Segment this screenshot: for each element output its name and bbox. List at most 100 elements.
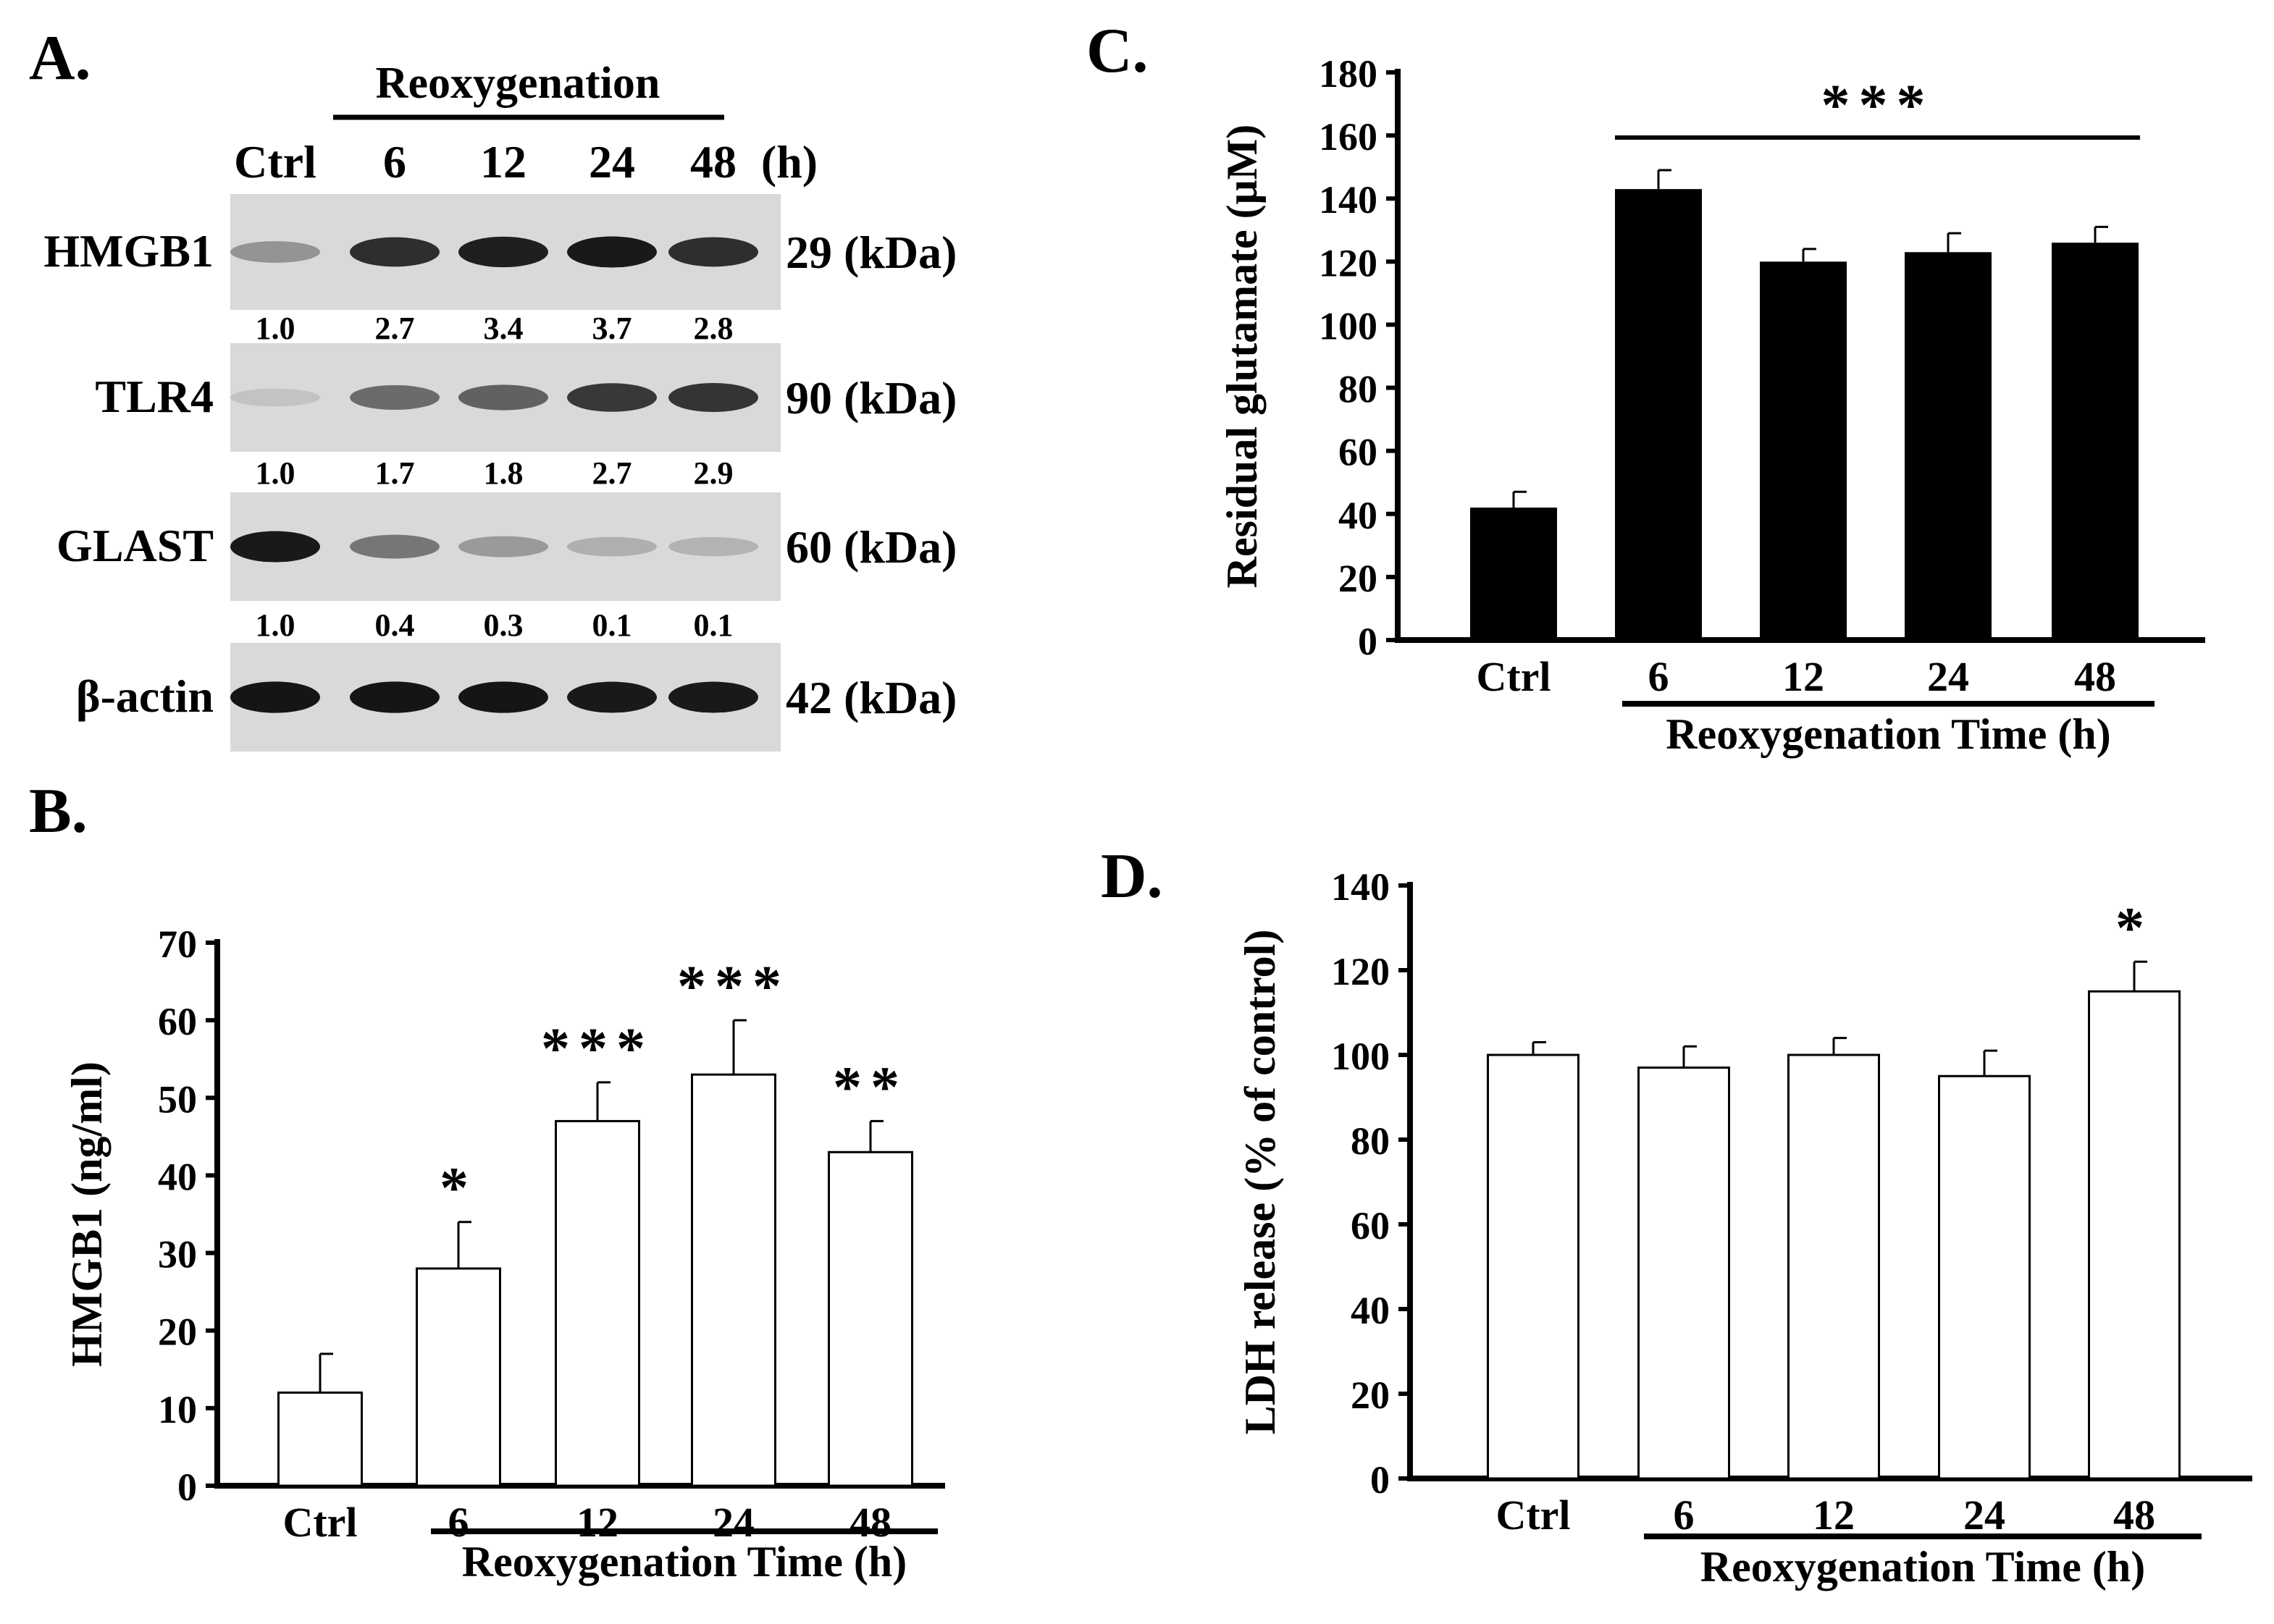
significance-marker: * bbox=[2115, 896, 2153, 960]
y-tick-label: 80 bbox=[1351, 1119, 1390, 1163]
bar bbox=[2088, 990, 2181, 1480]
y-tick-label: 120 bbox=[1331, 950, 1390, 993]
y-tick-label: 180 bbox=[1319, 52, 1377, 96]
blot-protein-label: HMGB1 bbox=[43, 225, 214, 277]
x-tick-label: Ctrl bbox=[282, 1499, 357, 1546]
blot-band bbox=[350, 237, 440, 267]
significance-marker: * bbox=[440, 1157, 477, 1221]
blot-quant-value: 0.1 bbox=[592, 607, 632, 643]
blot-quant-value: 1.7 bbox=[375, 455, 415, 491]
blot-quant-value: 1.0 bbox=[256, 607, 295, 643]
bar bbox=[2052, 243, 2139, 640]
y-tick-label: 30 bbox=[158, 1233, 197, 1276]
y-tick-label: 100 bbox=[1331, 1035, 1390, 1078]
x-axis-title: Reoxygenation Time (h) bbox=[1700, 1543, 2145, 1591]
blot-quant-value: 1.8 bbox=[484, 455, 524, 491]
blot-quant-value: 2.9 bbox=[694, 455, 734, 491]
x-tick-label: 24 bbox=[713, 1499, 755, 1546]
blot-band bbox=[230, 681, 320, 713]
y-axis-title: Residual glutamate (μM) bbox=[1218, 125, 1266, 589]
y-tick-label: 120 bbox=[1319, 241, 1377, 285]
blot-kda-label: 60 (kDa) bbox=[786, 521, 957, 573]
blot-band bbox=[350, 681, 440, 713]
blot-quant-value: 0.4 bbox=[375, 607, 415, 643]
y-tick-label: 40 bbox=[1338, 494, 1377, 537]
y-tick-label: 80 bbox=[1338, 368, 1377, 411]
y-tick-label: 50 bbox=[158, 1077, 197, 1121]
panel-d-label: D. bbox=[1101, 841, 1163, 912]
y-tick-label: 10 bbox=[158, 1388, 197, 1431]
blot-band bbox=[668, 681, 758, 713]
bar bbox=[555, 1119, 640, 1487]
x-tick-label: Ctrl bbox=[1476, 653, 1551, 700]
blot-lane-label: Ctrl bbox=[234, 136, 316, 188]
blot-band bbox=[230, 531, 320, 563]
y-tick-label: 20 bbox=[158, 1310, 197, 1354]
blot-band bbox=[458, 384, 548, 411]
blot-band bbox=[458, 536, 548, 558]
blot-band bbox=[230, 241, 320, 263]
bar bbox=[1615, 189, 1702, 641]
y-tick-label: 140 bbox=[1331, 865, 1390, 909]
bar bbox=[691, 1073, 776, 1487]
blot-header: Reoxygenation bbox=[376, 59, 660, 108]
blot-band bbox=[230, 388, 320, 407]
y-tick-label: 60 bbox=[1338, 431, 1377, 474]
blot-protein-label: TLR4 bbox=[95, 371, 214, 422]
x-tick-label: 12 bbox=[1813, 1492, 1855, 1539]
significance-marker: *** bbox=[677, 955, 790, 1019]
y-tick-label: 160 bbox=[1319, 115, 1377, 159]
y-tick-label: 60 bbox=[158, 1000, 197, 1043]
bar bbox=[1905, 252, 1992, 640]
y-tick-label: 20 bbox=[1338, 557, 1377, 600]
panel-a-label: A. bbox=[29, 23, 91, 93]
bar bbox=[416, 1267, 501, 1487]
blot-quant-value: 3.4 bbox=[484, 311, 524, 346]
y-tick-label: 0 bbox=[1370, 1458, 1390, 1502]
significance-marker: ** bbox=[833, 1056, 908, 1119]
x-tick-label: 48 bbox=[2113, 1492, 2155, 1539]
x-tick-label: 12 bbox=[576, 1499, 618, 1546]
x-tick-label: 6 bbox=[448, 1499, 469, 1546]
blot-band bbox=[567, 236, 657, 268]
blot-quant-value: 1.0 bbox=[256, 311, 295, 346]
blot-lane-label: 6 bbox=[383, 136, 406, 188]
blot-band bbox=[458, 681, 548, 713]
panel-c-label: C. bbox=[1086, 16, 1149, 86]
blot-quant-value: 2.8 bbox=[694, 311, 734, 346]
y-tick-label: 40 bbox=[1351, 1289, 1390, 1332]
blot-band bbox=[567, 681, 657, 713]
significance-marker: *** bbox=[1821, 74, 1934, 138]
blot-band bbox=[668, 382, 758, 413]
y-tick-label: 60 bbox=[1351, 1204, 1390, 1248]
significance-marker: *** bbox=[541, 1017, 654, 1081]
x-tick-label: 6 bbox=[1648, 653, 1669, 700]
bar bbox=[1760, 261, 1847, 640]
blot-quant-value: 2.7 bbox=[592, 455, 632, 491]
blot-quant-value: 3.7 bbox=[592, 311, 632, 346]
blot-kda-label: 42 (kDa) bbox=[786, 672, 957, 723]
blot-band bbox=[567, 537, 657, 557]
bar bbox=[828, 1150, 913, 1487]
blot-lane-label: 12 bbox=[480, 136, 526, 188]
blot-band bbox=[350, 384, 440, 411]
blot-quant-value: 0.3 bbox=[484, 607, 524, 643]
x-tick-label: 12 bbox=[1782, 653, 1824, 700]
bar bbox=[1938, 1074, 2031, 1480]
blot-band bbox=[458, 236, 548, 268]
blot-quant-value: 0.1 bbox=[694, 607, 734, 643]
blot-protein-label: GLAST bbox=[56, 520, 214, 571]
blot-kda-label: 90 (kDa) bbox=[786, 372, 957, 424]
blot-quant-value: 1.0 bbox=[256, 455, 295, 491]
blot-band bbox=[567, 383, 657, 412]
bar bbox=[1487, 1053, 1579, 1480]
bar bbox=[1637, 1066, 1730, 1480]
y-tick-label: 140 bbox=[1319, 178, 1377, 222]
y-tick-label: 70 bbox=[158, 922, 197, 966]
bar bbox=[1787, 1053, 1880, 1480]
y-tick-label: 40 bbox=[158, 1155, 197, 1198]
